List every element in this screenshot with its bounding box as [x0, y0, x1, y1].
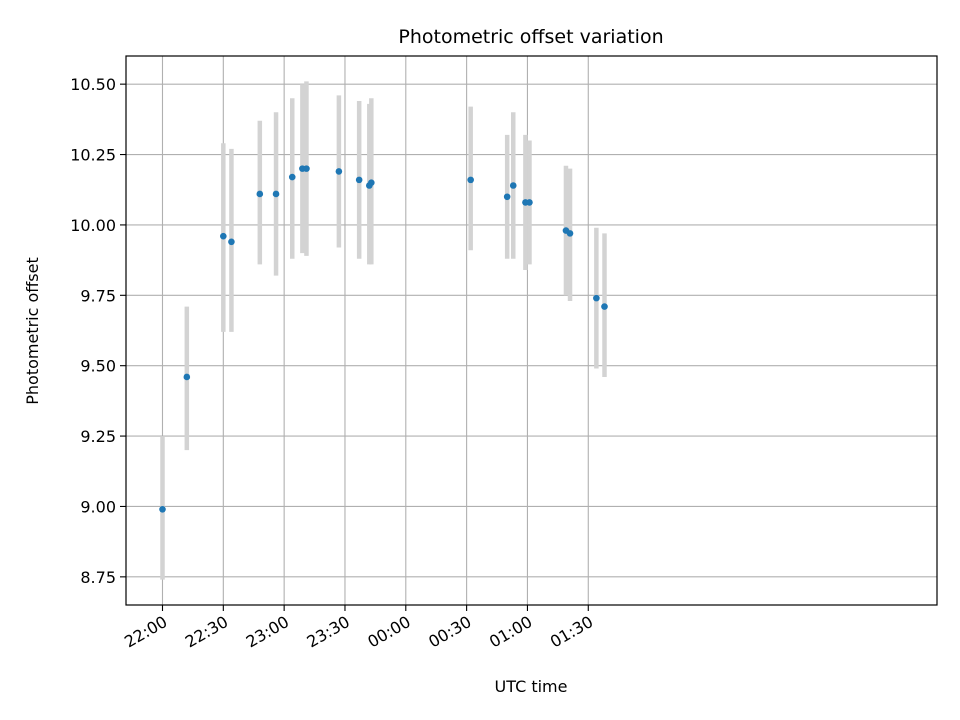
data-point: [220, 232, 227, 240]
data-point: [503, 193, 511, 201]
data-point: [601, 303, 608, 310]
data-point: [509, 182, 517, 189]
y-tick-label: 10.25: [70, 146, 116, 165]
data-point: [368, 179, 375, 186]
data-point: [303, 165, 310, 172]
data-point: [228, 238, 235, 246]
y-axis-ticks: 8.75 9.00 9.25 9.50 9.75 10.00 10.25 10.50: [70, 75, 126, 587]
data-point: [526, 199, 533, 206]
data-point: [593, 294, 600, 302]
data-point: [288, 173, 296, 181]
data-point: [566, 230, 574, 237]
data-points: [159, 165, 608, 513]
y-tick-label: 10.00: [70, 216, 116, 235]
plot-frame: [125, 55, 938, 606]
y-tick-label: 9.00: [80, 497, 116, 516]
data-point: [467, 176, 474, 184]
data-point: [256, 190, 264, 198]
data-point: [183, 373, 191, 381]
data-point: [159, 505, 166, 513]
data-point: [335, 168, 343, 175]
y-tick-label: 8.75: [80, 568, 116, 587]
y-tick-label: 9.50: [80, 357, 116, 376]
x-axis-label: UTC time: [495, 677, 568, 696]
chart-title: Photometric offset variation: [398, 26, 663, 48]
y-tick-label: 9.25: [80, 427, 116, 446]
y-axis-label: Photometric offset: [23, 257, 42, 405]
data-point: [272, 190, 280, 198]
data-point: [355, 176, 363, 184]
y-tick-label: 9.75: [80, 286, 116, 305]
y-tick-label: 10.50: [70, 75, 116, 94]
